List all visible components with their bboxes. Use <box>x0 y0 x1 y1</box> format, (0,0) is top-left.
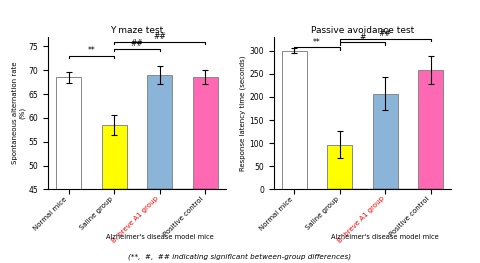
Bar <box>418 70 443 189</box>
Text: **: ** <box>313 38 321 47</box>
Text: ##: ## <box>379 29 392 38</box>
Text: #: # <box>359 33 366 42</box>
Bar <box>56 77 81 263</box>
Title: Y maze test: Y maze test <box>110 26 163 35</box>
Text: Alzheimer's disease model mice: Alzheimer's disease model mice <box>106 234 214 240</box>
Text: **: ** <box>87 46 95 55</box>
Bar <box>147 75 172 263</box>
Y-axis label: Response latency time (seconds): Response latency time (seconds) <box>240 55 246 171</box>
Bar <box>327 145 352 189</box>
Y-axis label: Spontaneous alternation rate
(%): Spontaneous alternation rate (%) <box>12 62 26 164</box>
Bar <box>282 51 307 189</box>
Bar <box>372 94 397 189</box>
Bar <box>102 125 127 263</box>
Text: (**,  #,  ## indicating significant between-group differences): (**, #, ## indicating significant betwee… <box>129 254 351 260</box>
Title: Passive avoidance test: Passive avoidance test <box>311 26 414 35</box>
Bar <box>192 77 217 263</box>
Text: Alzheimer's disease model mice: Alzheimer's disease model mice <box>331 234 439 240</box>
Text: ##: ## <box>131 39 143 48</box>
Text: ##: ## <box>153 32 166 41</box>
